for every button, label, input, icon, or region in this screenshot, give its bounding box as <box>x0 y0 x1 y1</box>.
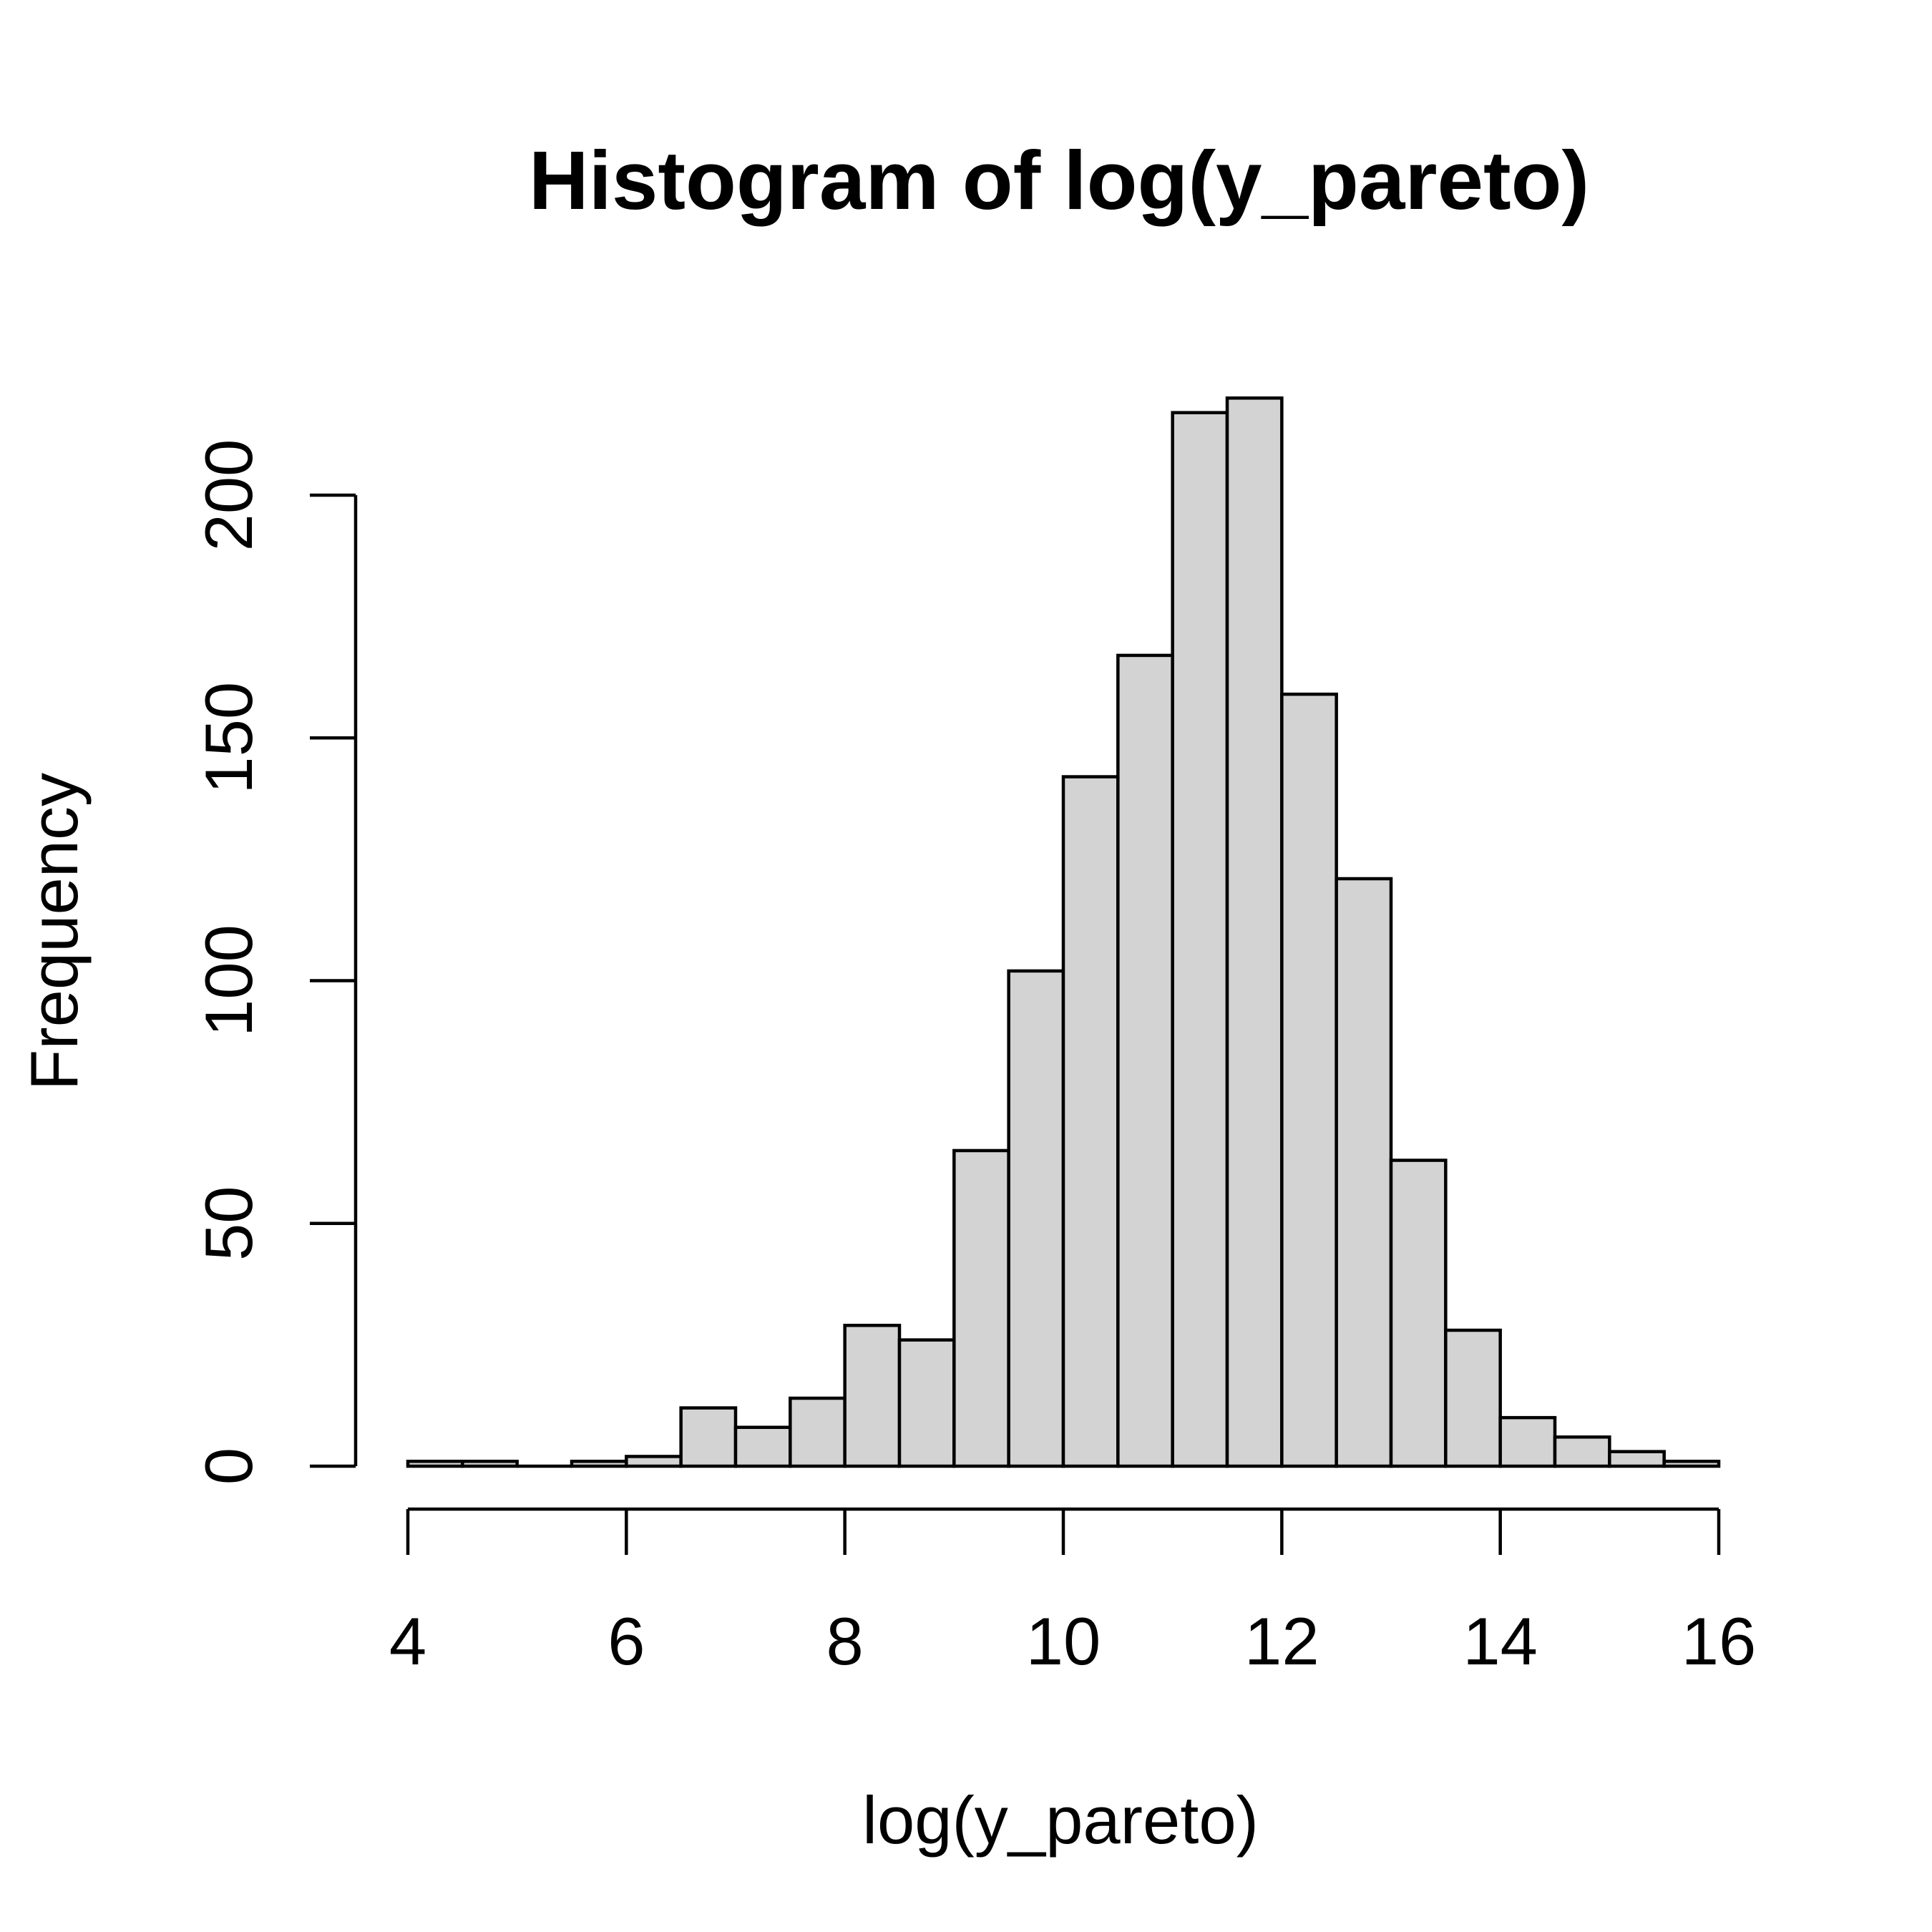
histogram-bar <box>1553 1435 1611 1468</box>
x-axis-label: log(y_pareto) <box>862 1782 1259 1858</box>
histogram-bar <box>1662 1459 1721 1468</box>
y-tick-label: 50 <box>191 1186 266 1261</box>
histogram-bar <box>406 1459 464 1468</box>
histogram-bar <box>1171 411 1229 1468</box>
x-tick-label: 16 <box>1682 1604 1757 1679</box>
histogram-bar <box>733 1425 792 1468</box>
histogram-bar <box>789 1396 847 1468</box>
x-tick-label: 10 <box>1026 1604 1101 1679</box>
y-tick-label: 200 <box>191 439 266 552</box>
histogram-bar <box>625 1455 683 1468</box>
x-tick-label: 14 <box>1463 1604 1538 1679</box>
histogram-bar <box>1608 1450 1666 1468</box>
histogram-bar <box>1061 775 1120 1468</box>
y-tick-label: 100 <box>191 924 266 1037</box>
histogram-bars <box>406 396 1721 1468</box>
histogram-bar <box>461 1459 519 1468</box>
x-axis: 4 6 8 10 12 14 16 <box>389 1507 1757 1679</box>
histogram-bar <box>1007 969 1065 1468</box>
histogram-bar <box>1335 877 1393 1468</box>
histogram-bar <box>1116 653 1174 1468</box>
histogram-bar <box>952 1148 1010 1468</box>
y-tick-label: 0 <box>191 1448 266 1485</box>
histogram-bar <box>1444 1328 1502 1468</box>
histogram-bar <box>1225 396 1284 1468</box>
chart-title: Histogram of log(y_pareto) <box>529 134 1589 227</box>
histogram-bar <box>843 1323 902 1468</box>
histogram-bar <box>1280 692 1338 1468</box>
x-tick-label: 12 <box>1244 1604 1319 1679</box>
x-tick-label: 6 <box>608 1604 645 1679</box>
x-tick-label: 4 <box>389 1604 426 1679</box>
x-tick-label: 8 <box>826 1604 864 1679</box>
histogram-bar <box>679 1406 738 1468</box>
histogram-bar <box>1498 1415 1557 1468</box>
y-axis-label: Frequency <box>16 773 92 1091</box>
y-axis: 0 50 100 150 200 <box>191 439 358 1485</box>
y-tick-label: 150 <box>191 682 266 794</box>
histogram-bar <box>570 1459 628 1468</box>
histogram-bar <box>897 1338 956 1468</box>
histogram-bar <box>1389 1158 1448 1468</box>
